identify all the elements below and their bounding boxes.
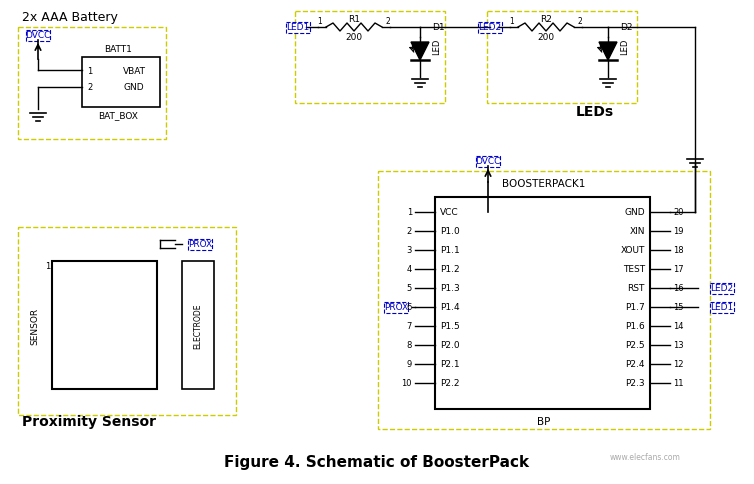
Text: R2: R2	[540, 15, 552, 25]
Text: P2.4: P2.4	[626, 360, 645, 369]
Text: D1: D1	[432, 23, 445, 32]
Text: BAT_BOX: BAT_BOX	[98, 111, 138, 120]
Text: P1.1: P1.1	[440, 246, 460, 255]
Text: 14: 14	[673, 322, 683, 331]
Text: PROX: PROX	[188, 240, 212, 249]
Text: 1: 1	[45, 262, 51, 271]
Text: P2.5: P2.5	[625, 341, 645, 350]
Text: BOOSTERPACK1: BOOSTERPACK1	[502, 179, 586, 189]
Text: LED: LED	[433, 39, 442, 55]
Text: 4: 4	[406, 265, 412, 274]
Bar	[188, 239, 212, 250]
Text: 200: 200	[538, 33, 554, 43]
Text: P1.5: P1.5	[440, 322, 460, 331]
Text: P1.2: P1.2	[440, 265, 460, 274]
Text: 12: 12	[673, 360, 683, 369]
Text: 2: 2	[385, 17, 391, 27]
Text: 19: 19	[673, 227, 683, 236]
Text: 20: 20	[673, 208, 683, 217]
Text: ELECTRODE: ELECTRODE	[194, 302, 203, 348]
Text: VCC: VCC	[440, 208, 458, 217]
Text: P1.7: P1.7	[625, 303, 645, 312]
Bar	[435, 197, 650, 409]
Text: BP: BP	[538, 416, 550, 426]
Text: 5: 5	[406, 284, 412, 293]
Text: PROX: PROX	[384, 303, 408, 312]
Text: www.elecfans.com: www.elecfans.com	[609, 453, 680, 462]
Text: 1: 1	[510, 17, 514, 27]
Text: D2: D2	[620, 23, 633, 32]
Text: VBAT: VBAT	[122, 66, 146, 76]
Text: DVCC: DVCC	[26, 31, 51, 41]
Text: TEST: TEST	[623, 265, 645, 274]
Text: LED: LED	[621, 39, 630, 55]
Text: Proximity Sensor: Proximity Sensor	[22, 414, 156, 428]
Text: 2: 2	[406, 227, 412, 236]
Bar	[26, 30, 50, 42]
Text: 2: 2	[578, 17, 582, 27]
Bar	[286, 22, 310, 33]
Text: P2.3: P2.3	[625, 378, 645, 388]
Text: GND: GND	[124, 83, 144, 92]
Text: LED2: LED2	[479, 23, 501, 32]
Text: Figure 4. Schematic of BoosterPack: Figure 4. Schematic of BoosterPack	[225, 454, 529, 469]
Bar	[476, 156, 500, 167]
Text: 10: 10	[401, 378, 412, 388]
Polygon shape	[411, 43, 429, 61]
Text: 8: 8	[406, 341, 412, 350]
Text: 6: 6	[406, 303, 412, 312]
Bar	[710, 302, 734, 313]
Bar	[182, 261, 214, 389]
Text: P1.6: P1.6	[625, 322, 645, 331]
Bar	[378, 172, 710, 429]
Text: P2.2: P2.2	[440, 378, 459, 388]
Text: LED2: LED2	[710, 284, 734, 293]
Text: 1: 1	[87, 66, 93, 76]
Bar	[18, 227, 236, 415]
Text: RST: RST	[627, 284, 645, 293]
Text: XIN: XIN	[630, 227, 645, 236]
Text: 2: 2	[87, 83, 93, 92]
Text: 7: 7	[406, 322, 412, 331]
Bar	[710, 283, 734, 294]
Text: 3: 3	[406, 246, 412, 255]
Text: P1.3: P1.3	[440, 284, 460, 293]
Text: P2.0: P2.0	[440, 341, 460, 350]
Text: 11: 11	[673, 378, 683, 388]
Text: 16: 16	[673, 284, 684, 293]
Text: 9: 9	[406, 360, 412, 369]
Text: 200: 200	[345, 33, 363, 43]
Bar	[487, 12, 637, 104]
Text: P1.4: P1.4	[440, 303, 460, 312]
Text: SENSOR: SENSOR	[30, 307, 39, 344]
Text: LED1: LED1	[287, 23, 310, 32]
Text: LEDs: LEDs	[576, 105, 614, 119]
Bar	[82, 58, 160, 108]
Text: 15: 15	[673, 303, 683, 312]
Bar	[295, 12, 445, 104]
Text: 1: 1	[406, 208, 412, 217]
Text: 18: 18	[673, 246, 684, 255]
Text: R1: R1	[348, 15, 360, 25]
Bar	[478, 22, 502, 33]
Text: XOUT: XOUT	[621, 246, 645, 255]
Text: BATT1: BATT1	[104, 45, 132, 54]
Bar	[52, 261, 157, 389]
Text: P1.0: P1.0	[440, 227, 460, 236]
Text: P2.1: P2.1	[440, 360, 460, 369]
Text: LED1: LED1	[710, 303, 734, 312]
Bar	[18, 28, 166, 140]
Text: 13: 13	[673, 341, 684, 350]
Bar	[384, 302, 408, 313]
Text: 1: 1	[317, 17, 323, 27]
Polygon shape	[599, 43, 617, 61]
Text: 2x AAA Battery: 2x AAA Battery	[22, 12, 118, 25]
Text: 17: 17	[673, 265, 684, 274]
Text: DVCC: DVCC	[475, 157, 501, 166]
Text: GND: GND	[624, 208, 645, 217]
